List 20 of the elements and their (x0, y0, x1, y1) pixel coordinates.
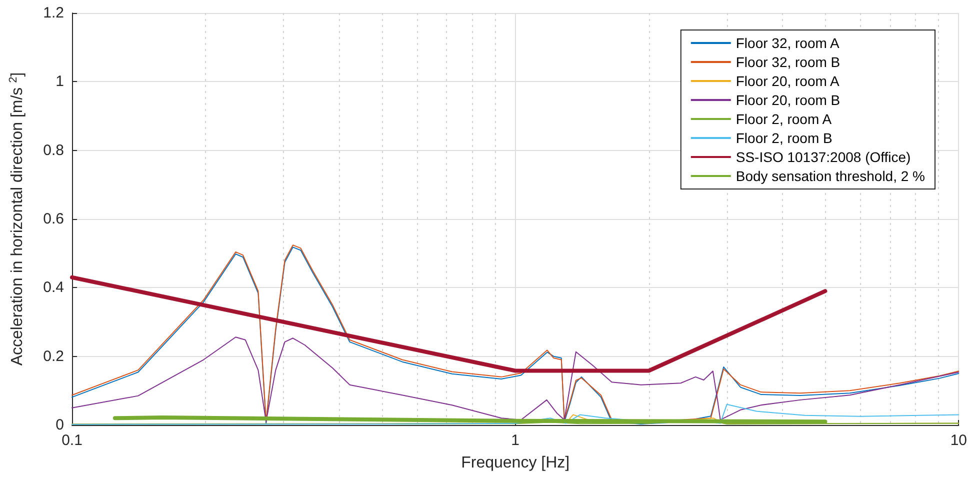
legend-label: SS-ISO 10137:2008 (Office) (736, 149, 911, 165)
y-tick-label: 1.2 (43, 4, 64, 22)
legend-label: Floor 20, room A (736, 73, 840, 89)
legend-label: Floor 32, room A (736, 35, 840, 51)
x-tick-label: 10 (950, 432, 967, 449)
y-tick-label: 0 (56, 416, 64, 434)
legend-label: Body sensation threshold, 2 % (736, 168, 926, 184)
legend-label: Floor 2, room A (736, 111, 832, 127)
y-tick-label: 0.6 (43, 210, 64, 228)
y-axis-title: Acceleration in horizontal direction [m/s 2] (8, 72, 26, 366)
y-tick-label: 1 (56, 73, 64, 90)
legend-label: Floor 2, room B (736, 130, 832, 146)
y-tick-label: 0.4 (43, 279, 64, 296)
y-tick-label: 0.2 (43, 348, 64, 365)
legend-label: Floor 32, room B (736, 54, 840, 70)
x-axis-title: Frequency [Hz] (461, 454, 570, 472)
legend-label: Floor 20, room B (736, 92, 840, 108)
x-tick-label: 0.1 (62, 432, 82, 449)
x-tick-label: 1 (511, 432, 520, 449)
y-tick-label: 0.8 (43, 142, 64, 159)
